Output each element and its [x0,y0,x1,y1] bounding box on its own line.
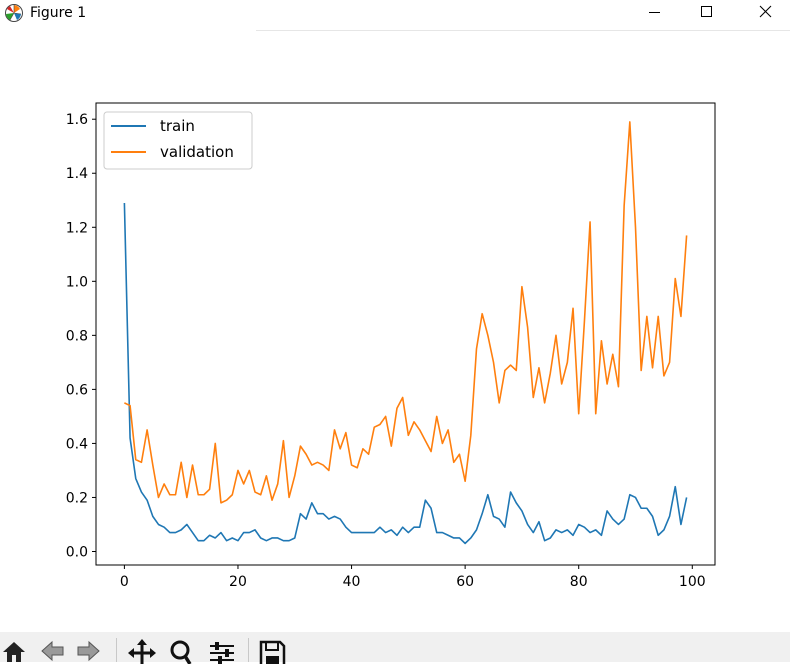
close-button[interactable] [742,0,788,26]
configure-subplots-button[interactable] [206,636,238,664]
legend-label-validation: validation [160,143,234,161]
legend-label-train: train [160,117,195,135]
close-icon [759,5,772,18]
configure-subplots-icon [210,642,234,664]
x-tick-label: 60 [456,574,474,590]
matplotlib-logo-icon [5,4,23,22]
toolbar-divider [116,638,117,662]
x-tick-label: 0 [120,574,129,590]
maximize-icon [701,6,712,17]
y-axis: 0.0 0.2 0.4 0.6 0.8 1.0 1.2 1.4 1.6 [66,112,96,560]
plot-area [96,103,715,565]
forward-button[interactable] [72,636,104,664]
x-tick-label: 20 [229,574,247,590]
x-tick-label: 100 [679,574,706,590]
y-tick-label: 0.2 [66,490,88,506]
window-titlebar: Figure 1 [0,0,790,30]
minimize-icon [649,12,660,13]
navigation-toolbar [0,632,790,664]
x-axis: 0 20 40 60 80 100 [120,565,706,590]
y-tick-label: 1.6 [66,112,88,128]
zoom-button[interactable] [164,636,196,664]
y-tick-label: 0.8 [66,328,88,344]
y-tick-label: 1.4 [66,166,88,182]
pan-button[interactable] [126,636,158,664]
figure-canvas[interactable]: 0.0 0.2 0.4 0.6 0.8 1.0 1.2 1.4 1.6 0 20 40 60 80 100… [0,31,790,631]
y-tick-label: 0.4 [66,436,88,452]
save-icon [259,640,286,664]
y-tick-label: 1.2 [66,220,88,236]
y-tick-label: 0.0 [66,544,88,560]
home-icon [3,642,25,662]
series-layer [123,121,688,545]
window-title: Figure 1 [30,5,87,21]
zoom-icon [170,640,192,664]
forward-icon [77,640,100,662]
pan-icon [128,639,156,664]
back-button[interactable] [36,636,68,664]
save-button[interactable] [256,636,288,664]
x-tick-label: 80 [570,574,588,590]
maximize-button[interactable] [683,0,729,26]
legend: train validation [103,111,253,170]
titlebar-divider [256,30,790,31]
series-line-train [123,202,688,545]
minimize-button[interactable] [633,0,679,26]
x-tick-label: 40 [343,574,361,590]
plot-frame [95,102,716,566]
y-tick-label: 1.0 [66,274,88,290]
y-tick-label: 0.6 [66,382,88,398]
toolbar-divider [248,638,249,662]
series-line-validation [124,121,688,504]
back-icon [41,640,64,662]
home-button[interactable] [0,636,32,664]
